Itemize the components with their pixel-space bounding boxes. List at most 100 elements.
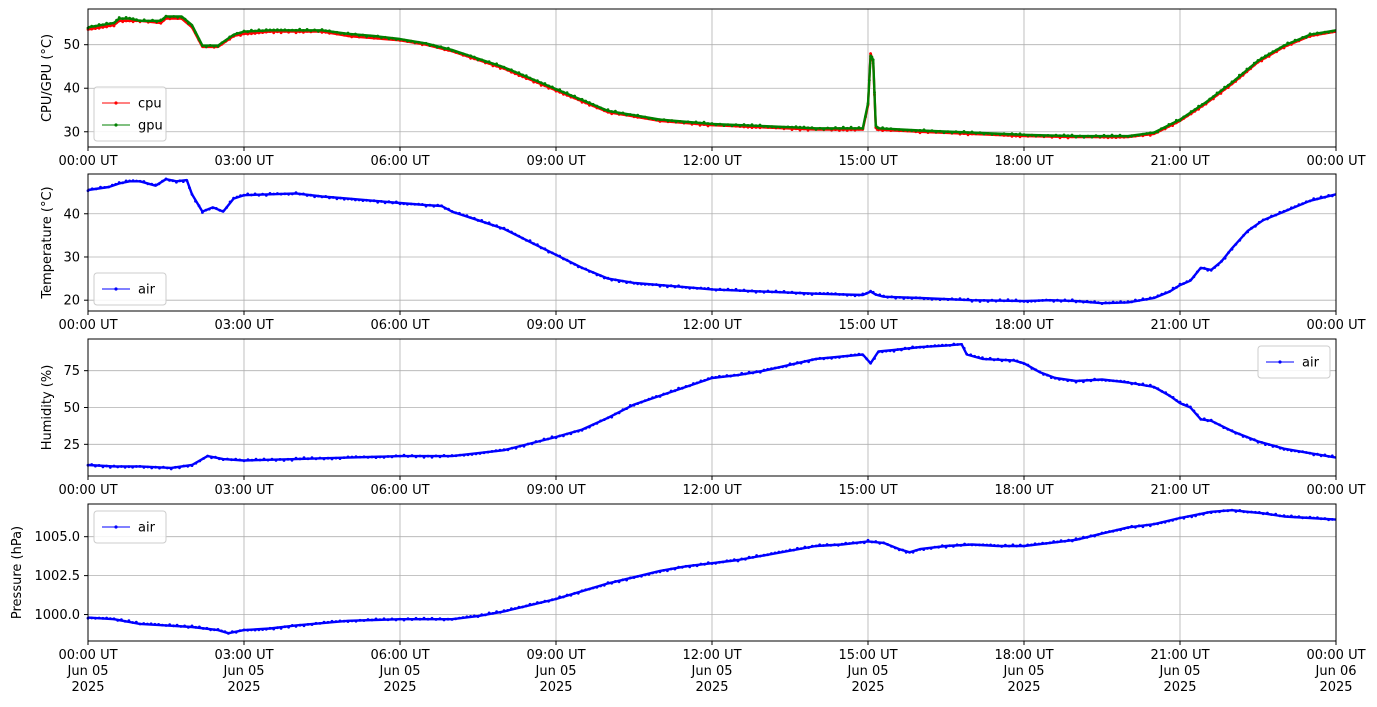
data-point	[94, 464, 97, 468]
data-point	[1041, 299, 1044, 302]
data-point	[1004, 358, 1008, 362]
data-point	[1010, 299, 1014, 303]
data-point	[1312, 197, 1316, 201]
data-point	[1152, 131, 1156, 135]
data-point	[790, 290, 794, 294]
data-point	[1089, 534, 1093, 538]
data-point	[370, 618, 374, 622]
data-point	[869, 361, 872, 365]
data-point	[841, 355, 845, 358]
data-point	[465, 53, 469, 57]
data-point	[1122, 527, 1126, 530]
data-point	[413, 202, 417, 206]
data-point	[246, 192, 250, 196]
data-point	[1110, 133, 1114, 137]
data-point	[424, 204, 428, 208]
data-point	[658, 284, 662, 288]
data-point	[758, 290, 762, 293]
data-point	[766, 553, 770, 557]
data-point	[750, 289, 754, 293]
data-point	[662, 284, 666, 287]
data-point	[602, 418, 606, 421]
data-point	[1301, 516, 1304, 520]
data-point	[714, 288, 718, 292]
data-point	[1198, 512, 1201, 516]
data-point	[937, 344, 940, 347]
data-point	[698, 123, 702, 127]
data-point	[94, 616, 97, 620]
data-point	[647, 573, 651, 576]
data-point	[1082, 135, 1086, 139]
data-point	[1018, 132, 1022, 136]
data-point	[558, 254, 562, 258]
data-point	[625, 281, 628, 284]
data-point	[1316, 452, 1319, 456]
data-point	[886, 543, 889, 546]
data-point	[138, 179, 142, 183]
data-point	[402, 453, 406, 457]
data-point	[926, 129, 930, 133]
data-point	[383, 201, 387, 205]
data-point	[617, 580, 621, 584]
data-point	[197, 37, 201, 41]
data-point	[365, 198, 368, 202]
x-tick-label: 15:00 UT	[838, 318, 897, 333]
data-point	[933, 545, 937, 549]
data-point	[1026, 134, 1030, 137]
data-point	[1178, 516, 1182, 520]
data-point	[944, 545, 948, 549]
data-point	[1148, 131, 1152, 135]
data-point	[677, 565, 680, 569]
x-tick-label: 06:00 UT	[370, 154, 429, 169]
data-point	[1160, 127, 1163, 131]
data-point	[658, 395, 662, 398]
data-point	[1046, 373, 1049, 377]
y-tick-label: 1002.5	[35, 569, 81, 584]
data-point	[569, 432, 573, 436]
data-point	[239, 194, 242, 198]
data-point	[1096, 378, 1100, 382]
data-point	[306, 623, 310, 626]
data-point	[933, 344, 937, 347]
series-markers-air	[86, 508, 1334, 635]
data-point	[1261, 218, 1265, 222]
data-point	[1213, 266, 1217, 269]
data-point	[518, 444, 522, 448]
data-point	[294, 31, 298, 35]
data-point	[710, 376, 714, 379]
data-point	[699, 379, 703, 383]
data-point	[334, 456, 338, 460]
data-point	[890, 295, 894, 299]
data-point	[554, 253, 558, 257]
data-point	[773, 366, 777, 370]
data-point	[1137, 383, 1141, 386]
data-point	[628, 576, 632, 580]
data-point	[1137, 133, 1141, 137]
data-point	[216, 45, 220, 48]
data-point	[354, 619, 358, 623]
data-point	[330, 619, 334, 623]
data-point	[1175, 399, 1178, 402]
data-point	[734, 123, 738, 126]
data-point	[440, 204, 443, 208]
data-point	[1086, 134, 1090, 138]
data-point	[330, 457, 334, 461]
data-point	[290, 192, 294, 196]
data-point	[584, 267, 588, 271]
data-point	[1242, 233, 1246, 237]
data-point	[678, 120, 682, 123]
data-point	[112, 24, 116, 28]
y-axis-label: CPU/GPU (°C)	[40, 34, 55, 122]
data-point	[796, 361, 799, 364]
data-point	[695, 564, 699, 568]
data-point	[774, 125, 778, 129]
data-point	[746, 124, 750, 127]
data-point	[302, 192, 305, 196]
data-point	[201, 211, 204, 214]
legend-label: air	[138, 283, 156, 298]
data-point	[309, 193, 313, 197]
data-point	[915, 549, 918, 552]
data-point	[1038, 134, 1042, 137]
data-point	[580, 589, 584, 593]
data-point	[702, 120, 706, 124]
